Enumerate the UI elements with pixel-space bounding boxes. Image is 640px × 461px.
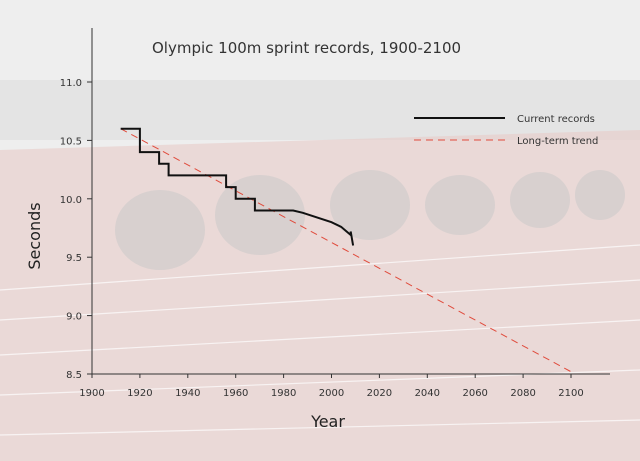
x-tick-label: 2060: [462, 388, 487, 399]
sprinter-silhouette: [510, 172, 570, 228]
x-tick-label: 1980: [271, 388, 296, 399]
legend: Current records Long-term trend: [414, 114, 598, 147]
track-lane-line: [0, 419, 640, 436]
x-tick-label: 1900: [79, 388, 104, 399]
sprinter-silhouette: [575, 170, 625, 220]
y-tick-label: 10.0: [60, 195, 82, 206]
y-axis-title: Seconds: [25, 202, 44, 269]
x-tick-label: 1960: [223, 388, 248, 399]
y-tick-label: 10.5: [60, 136, 82, 147]
track-lane-line: [0, 244, 640, 291]
y-tick-label: 8.5: [66, 370, 82, 381]
x-tick-label: 2020: [367, 388, 392, 399]
series-long-term-trend: [120, 128, 572, 373]
x-tick-label: 2100: [558, 388, 583, 399]
sprinter-silhouette: [330, 170, 410, 240]
series-current-records: [120, 127, 355, 246]
stadium-stand: [0, 80, 640, 140]
y-axis-ticks: 8.5 9.0 9.5 10.0 10.5 11.0: [60, 78, 92, 381]
legend-label-current-records: Current records: [517, 114, 595, 125]
x-tick-label: 2080: [510, 388, 535, 399]
x-tick-label: 1920: [127, 388, 152, 399]
x-axis-title: Year: [310, 412, 345, 431]
track-lane-line: [0, 279, 640, 321]
x-tick-label: 1940: [175, 388, 200, 399]
sprinter-silhouette: [115, 190, 205, 270]
y-tick-label: 9.5: [66, 253, 82, 264]
y-tick-label: 9.0: [66, 312, 82, 323]
x-tick-label: 2000: [319, 388, 344, 399]
x-tick-label: 2040: [415, 388, 440, 399]
legend-label-long-term-trend: Long-term trend: [517, 136, 598, 147]
y-tick-label: 11.0: [60, 78, 82, 89]
sprinter-silhouette: [425, 175, 495, 235]
sprinter-silhouette: [215, 175, 305, 255]
x-axis-ticks: 1900 1920 1940 1960 1980 2000 2020 2040 2060 2080…: [79, 374, 584, 399]
chart-title: Olympic 100m sprint records, 1900-2100: [152, 39, 461, 57]
track-lane-line: [0, 319, 640, 356]
